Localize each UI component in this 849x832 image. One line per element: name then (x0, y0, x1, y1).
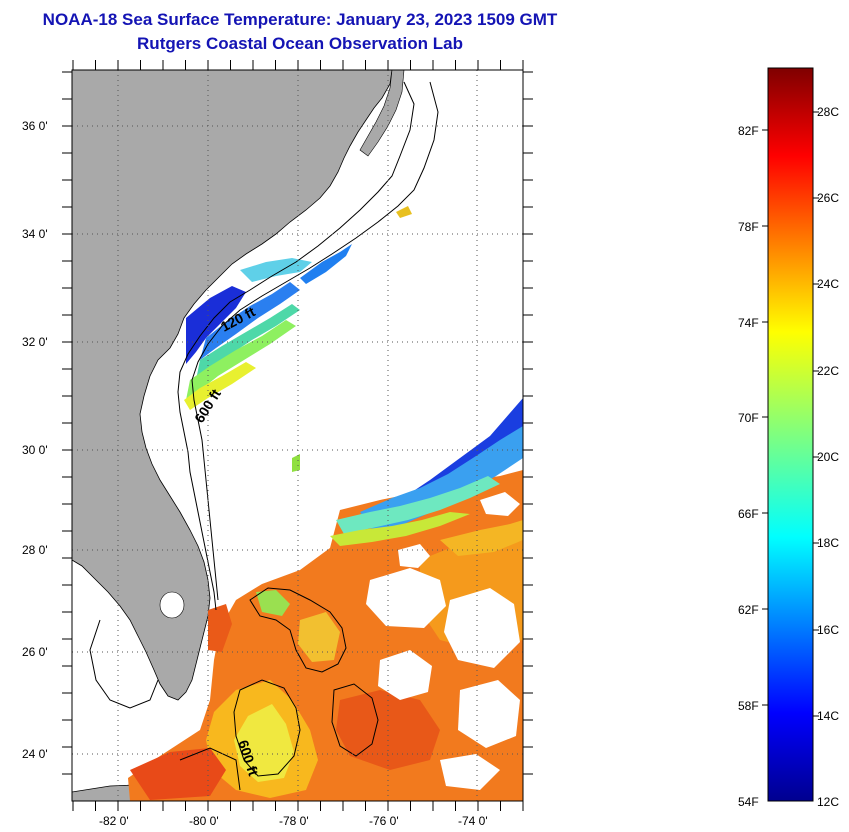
lat-tick-30: 30 0' (22, 443, 48, 457)
colorbar-gradient (767, 67, 814, 802)
cb-label-74f: 74F (738, 316, 759, 330)
cb-label-78f: 78F (738, 220, 759, 234)
lat-tick-26: 26 0' (22, 645, 48, 659)
cb-label-66f: 66F (738, 507, 759, 521)
lat-tick-36: 36 0' (22, 119, 48, 133)
cb-label-20c: 20C (817, 450, 839, 464)
cb-label-26c: 26C (817, 191, 839, 205)
cb-label-22c: 22C (817, 364, 839, 378)
colorbar-celsius-labels: 28C 26C 24C 22C 20C 18C 16C 14C 12C (817, 105, 839, 809)
bathymetry-contours (89, 81, 439, 791)
cb-label-28c: 28C (817, 105, 839, 119)
cb-label-62f: 62F (738, 603, 759, 617)
longitude-axis: -82 0' -80 0' -78 0' -76 0' -74 0' (99, 814, 488, 828)
cb-label-82f: 82F (738, 124, 759, 138)
cb-label-70f: 70F (738, 411, 759, 425)
cb-label-12c: 12C (817, 795, 839, 809)
lon-tick-80: -80 0' (189, 814, 219, 828)
lat-tick-24: 24 0' (22, 747, 48, 761)
cb-label-54f: 54F (738, 795, 759, 809)
lat-tick-28: 28 0' (22, 543, 48, 557)
land-mainland (72, 70, 393, 701)
cb-label-18c: 18C (817, 536, 839, 550)
lake-okeechobee (159, 591, 185, 619)
map-subtitle: Rutgers Coastal Ocean Observation Lab (137, 34, 463, 53)
cb-label-14c: 14C (817, 709, 839, 723)
sst-map[interactable]: 120 ft 600 ft 600 ft (72, 70, 523, 801)
temperature-colorbar: 82F 78F 74F 70F 66F 62F 58F 54F 28C 26C … (738, 67, 839, 809)
map-title: NOAA-18 Sea Surface Temperature: January… (42, 10, 558, 29)
lat-tick-34: 34 0' (22, 227, 48, 241)
cb-label-58f: 58F (738, 699, 759, 713)
land-outer-banks (359, 70, 405, 157)
lon-tick-76: -76 0' (369, 814, 399, 828)
frame-ticks (62, 60, 533, 811)
cb-label-24c: 24C (817, 277, 839, 291)
latitude-axis: 36 0' 34 0' 32 0' 30 0' 28 0' 26 0' 24 0… (22, 119, 48, 761)
lon-tick-74: -74 0' (458, 814, 488, 828)
colorbar-fahrenheit-labels: 82F 78F 74F 70F 66F 62F 58F 54F (738, 124, 759, 809)
cb-label-16c: 16C (817, 623, 839, 637)
lon-tick-82: -82 0' (99, 814, 129, 828)
colorbar-ticks (762, 111, 819, 717)
graticule (72, 70, 523, 801)
lat-tick-32: 32 0' (22, 335, 48, 349)
lon-tick-78: -78 0' (279, 814, 309, 828)
